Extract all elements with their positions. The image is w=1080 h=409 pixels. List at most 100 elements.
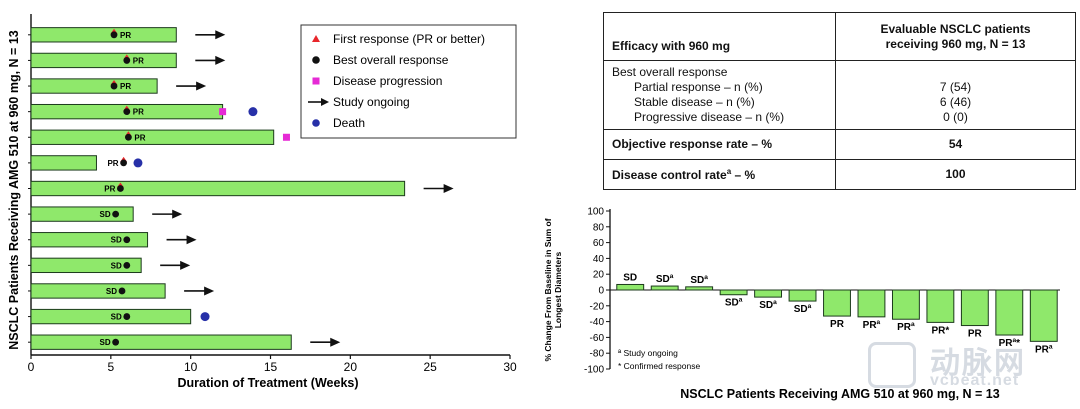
waterfall-y-tick-label: -60	[590, 333, 605, 344]
waterfall-y-tick-label: 60	[593, 238, 605, 249]
ongoing-arrow-head	[196, 81, 207, 91]
efficacy-table: Efficacy with 960 mg Evaluable NSCLC pat…	[603, 11, 1076, 191]
best-response-label: SD	[99, 210, 110, 219]
swimmer-bar	[30, 206, 134, 222]
waterfall-bar	[685, 286, 714, 291]
waterfall-y-tick-label: 0	[598, 286, 604, 297]
waterfall-plot: % Change From Baseline in Sum of Longest…	[543, 207, 1060, 401]
best-response-marker	[112, 338, 120, 346]
best-response-marker	[110, 82, 118, 90]
waterfall-bar	[960, 289, 989, 327]
waterfall-bar	[823, 289, 851, 317]
legend-triangle-icon	[312, 35, 320, 42]
death-marker	[248, 107, 258, 117]
best-response-label: SD	[111, 236, 122, 245]
best-response-marker	[118, 287, 126, 295]
best-response-marker	[123, 261, 131, 269]
watermark-main: 动脉网	[930, 347, 1026, 380]
best-response-marker	[123, 57, 131, 64]
best-overall-label: Best overall response	[612, 64, 728, 79]
table-row-best-overall: Best overall response Partial response –…	[603, 60, 836, 130]
waterfall-y-tick-label: -80	[590, 349, 605, 360]
swimmer-x-tick-label: 15	[264, 360, 278, 374]
best-response-marker	[123, 236, 131, 244]
ongoing-arrow-head	[186, 235, 197, 245]
best-response-marker	[120, 159, 128, 167]
waterfall-bar-label: PRª*	[999, 338, 1021, 349]
waterfall-bar-label: PR	[830, 319, 845, 330]
legend-circle-icon	[312, 119, 320, 127]
best-response-marker	[123, 313, 131, 320]
legend-square-icon	[312, 77, 320, 85]
swimmer-bar	[30, 308, 192, 325]
best-response-marker	[112, 210, 120, 218]
waterfall-y-tick-label: 80	[593, 222, 605, 233]
watermark-sub: vcbeat.net	[930, 372, 1020, 389]
ongoing-arrow-head	[215, 30, 226, 40]
legend-arrow-icon	[321, 98, 329, 106]
waterfall-bar-label: PRª	[897, 322, 915, 333]
legend-label: Death	[333, 116, 365, 130]
swimmer-bar	[30, 52, 177, 69]
waterfall-bar-label: SDª	[690, 275, 708, 286]
dcr-suffix: – %	[731, 167, 756, 182]
death-marker	[133, 158, 143, 168]
best-response-label: PR	[133, 108, 144, 117]
waterfall-bar	[857, 289, 886, 318]
legend-circle-icon	[312, 56, 320, 64]
legend-label: Disease progression	[333, 74, 442, 88]
best-response-label: PR	[134, 133, 145, 142]
table-header-left: Efficacy with 960 mg	[603, 11, 836, 62]
waterfall-y-tick-label: 100	[587, 207, 604, 218]
swimmer-plot: 0 5 10 15 20 25 30 PRPRPRPRPRPRPRSDSDSDSDSDSD …	[7, 14, 517, 390]
ongoing-arrow-head	[443, 184, 454, 193]
swimmer-x-tick-label: 20	[344, 360, 358, 374]
swimmer-bar	[30, 180, 406, 197]
table-values-best-overall: 7 (54) 6 (46) 0 (0)	[835, 60, 1076, 130]
waterfall-y-tick-label: -20	[590, 301, 605, 312]
swimmer-x-tick-label: 0	[28, 360, 35, 374]
footnote-study-ongoing: ª Study ongoing	[618, 348, 678, 358]
waterfall-bar	[995, 289, 1024, 336]
dcr-value: 100	[835, 158, 1076, 191]
best-response-label: SD	[111, 313, 122, 322]
best-response-marker	[110, 31, 118, 39]
waterfall-bar	[926, 289, 955, 323]
best-response-label: PR	[120, 82, 131, 91]
waterfall-bar-label: PRª	[1035, 344, 1053, 355]
table-header-right: Evaluable NSCLC patients receiving 960 m…	[835, 11, 1076, 62]
waterfall-bar-label: SDª	[725, 298, 743, 309]
waterfall-y-tick-label: 40	[593, 254, 605, 265]
swimmer-x-tick-label: 30	[503, 360, 517, 374]
waterfall-xlabel: NSCLC Patients Receiving AMG 510 at 960 …	[680, 387, 999, 401]
best-response-label: PR	[104, 185, 115, 194]
ongoing-arrow-head	[204, 286, 215, 296]
swimmer-legend: First response (PR or better) Best overal…	[300, 24, 517, 139]
swimmer-bar	[30, 155, 97, 171]
waterfall-ylabel-line1: % Change From Baseline in Sum of	[543, 218, 553, 361]
pd-label: Progressive disease – n (%)	[634, 109, 785, 124]
waterfall-bar	[719, 289, 748, 296]
legend-label: Best overall response	[333, 53, 449, 67]
legend-label: First response (PR or better)	[333, 32, 485, 46]
waterfall-bar-label: SDª	[794, 304, 812, 315]
waterfall-bar-label: PRª	[863, 320, 881, 331]
ongoing-arrow-head	[330, 337, 341, 347]
progression-marker	[219, 108, 227, 116]
ongoing-arrow-head	[215, 55, 226, 65]
best-response-label: SD	[106, 287, 117, 296]
best-response-label: PR	[120, 31, 131, 40]
sd-value: 6 (46)	[939, 94, 972, 109]
waterfall-y-tick-label: 20	[593, 270, 605, 281]
waterfall-bar-label: PR*	[931, 325, 949, 336]
waterfall-bar	[754, 289, 783, 298]
pd-value: 0 (0)	[943, 109, 968, 124]
waterfall-bar-label: PR	[968, 329, 983, 340]
waterfall-y-tick-label: -40	[590, 317, 605, 328]
swimmer-bar	[30, 283, 166, 299]
waterfall-bar	[891, 289, 920, 320]
header-right-line1: Evaluable NSCLC patients	[880, 21, 1031, 36]
swimmer-bar	[30, 334, 292, 350]
best-response-label: PR	[107, 159, 118, 168]
waterfall-bar	[616, 283, 645, 291]
